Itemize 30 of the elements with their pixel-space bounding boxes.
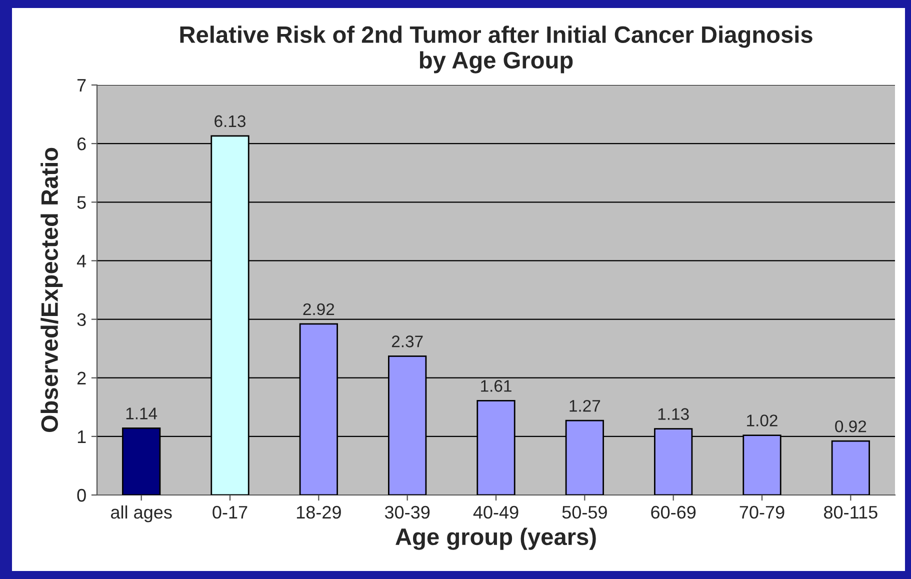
y-tick-label: 4: [76, 254, 86, 268]
y-axis-title: Observed/Expected Ratio: [40, 148, 63, 432]
x-tick-label: 0-17: [212, 506, 248, 519]
x-tick-label: all ages: [110, 505, 172, 522]
y-tick-label: 1: [78, 430, 86, 443]
y-tick-label: 2: [77, 372, 86, 384]
x-tick-label: 50-59: [562, 506, 607, 519]
x-axis-title: Age group (years): [396, 528, 596, 550]
x-tick-label: 30-39: [384, 506, 430, 519]
data-label: 1.02: [747, 414, 778, 426]
y-tick-label: 0: [77, 488, 86, 502]
data-label: 1.13: [658, 408, 689, 420]
y-tick-label: 7: [77, 79, 86, 92]
data-label: 2.92: [303, 303, 334, 316]
data-label: 2.37: [392, 336, 423, 348]
data-label: 0.92: [835, 420, 866, 432]
x-tick-label: 18-29: [296, 506, 341, 519]
y-tick-label: 5: [77, 196, 86, 209]
x-tick-label: 40-49: [473, 506, 518, 519]
y-tick-label: 3: [77, 313, 86, 326]
chart-title: Relative Risk of 2nd Tumor after Initial Cancer Diagnosis by Age Group: [180, 26, 812, 74]
data-label: 1.27: [570, 400, 600, 412]
x-tick-label: 70-79: [740, 506, 784, 519]
x-tick-label: 60-69: [651, 506, 696, 519]
y-tick-label: 6: [77, 138, 86, 150]
data-label: 6.13: [214, 115, 246, 128]
data-label: 1.14: [126, 408, 158, 420]
x-tick-label: 80-115: [824, 506, 878, 519]
data-label: 1.61: [481, 380, 512, 392]
bar: [831, 440, 870, 495]
